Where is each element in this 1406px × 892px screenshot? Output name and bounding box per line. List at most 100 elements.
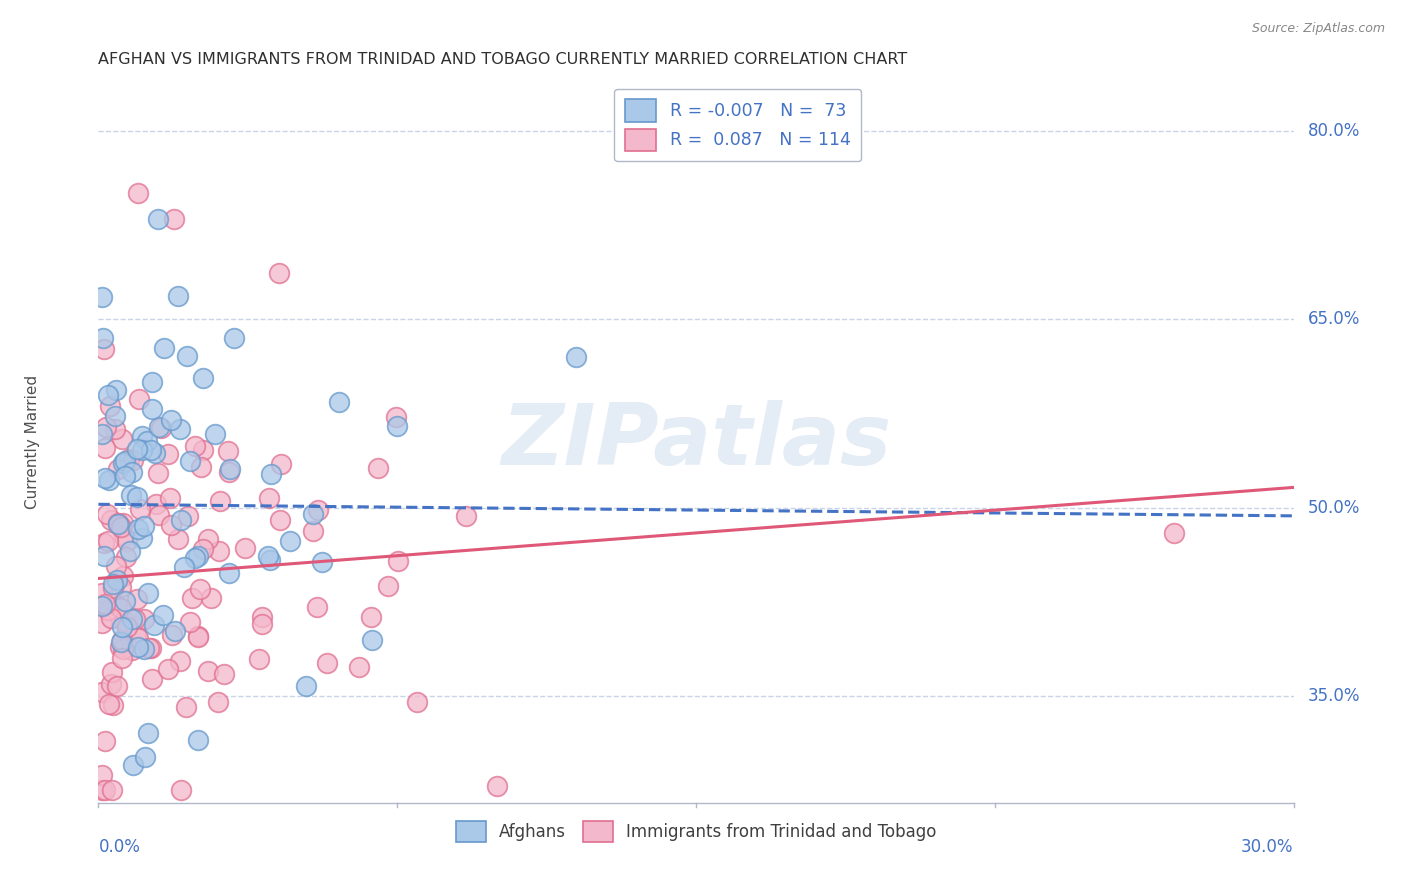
Point <box>301 524 323 538</box>
Point <box>111 457 134 471</box>
Point <box>191 442 214 457</box>
Point <box>91 684 114 698</box>
Point <box>142 617 165 632</box>
Point <box>127 523 149 537</box>
Point <box>145 445 167 459</box>
Point <box>565 350 588 364</box>
Point <box>149 420 172 434</box>
Point <box>385 418 409 433</box>
Point <box>107 516 129 530</box>
Point <box>112 614 135 628</box>
Point <box>94 783 117 797</box>
Point <box>127 640 149 655</box>
Point <box>111 632 134 647</box>
Point <box>141 376 163 390</box>
Point <box>97 388 120 402</box>
Point <box>104 559 127 574</box>
Point <box>456 508 478 523</box>
Point <box>131 442 153 457</box>
Point <box>105 679 128 693</box>
Point <box>110 520 132 534</box>
Point <box>177 509 200 524</box>
Point <box>101 581 124 595</box>
Point <box>97 603 120 617</box>
Point <box>111 651 134 665</box>
Point <box>121 612 143 626</box>
Point <box>165 624 187 639</box>
Point <box>110 580 132 594</box>
Point <box>349 659 371 673</box>
Point <box>179 453 201 467</box>
Point <box>159 491 181 505</box>
Point <box>110 620 132 634</box>
Point <box>135 434 157 448</box>
Point <box>176 349 198 363</box>
Point <box>104 422 127 436</box>
Point <box>91 615 114 630</box>
Point <box>100 513 122 527</box>
Point <box>107 516 129 531</box>
Point <box>187 549 209 563</box>
Point <box>188 582 211 597</box>
Point <box>118 451 141 466</box>
Point <box>267 266 290 280</box>
Point <box>97 697 120 711</box>
Point <box>112 516 135 530</box>
Point <box>120 487 142 501</box>
Point <box>259 553 281 567</box>
Point <box>104 383 127 397</box>
Point <box>170 513 193 527</box>
Point <box>141 641 163 656</box>
Point <box>207 695 229 709</box>
Point <box>121 465 143 479</box>
Point <box>94 420 117 434</box>
Legend: Afghans, Immigrants from Trinidad and Tobago: Afghans, Immigrants from Trinidad and To… <box>449 814 943 848</box>
Point <box>269 513 291 527</box>
Point <box>166 533 188 547</box>
Text: 50.0%: 50.0% <box>1308 499 1360 516</box>
Point <box>94 471 117 485</box>
Point <box>280 534 302 549</box>
Point <box>208 544 231 558</box>
Point <box>136 726 159 740</box>
Point <box>111 642 134 657</box>
Point <box>156 447 179 461</box>
Point <box>111 432 134 446</box>
Point <box>91 783 114 797</box>
Point <box>218 465 240 479</box>
Point <box>160 627 183 641</box>
Point <box>160 517 183 532</box>
Point <box>110 635 132 649</box>
Point <box>257 491 280 505</box>
Point <box>148 420 170 434</box>
Text: 35.0%: 35.0% <box>1308 687 1361 705</box>
Point <box>1163 525 1185 540</box>
Point <box>360 609 382 624</box>
Point <box>406 695 429 709</box>
Point <box>101 665 124 680</box>
Text: 30.0%: 30.0% <box>1241 838 1294 856</box>
Point <box>184 439 207 453</box>
Point <box>250 610 273 624</box>
Point <box>94 441 117 455</box>
Point <box>125 442 148 457</box>
Point <box>247 651 270 665</box>
Point <box>257 549 280 564</box>
Point <box>93 535 115 549</box>
Point <box>170 783 193 797</box>
Point <box>101 783 124 797</box>
Point <box>219 462 242 476</box>
Point <box>270 457 292 471</box>
Point <box>105 599 128 613</box>
Point <box>328 395 350 409</box>
Point <box>93 549 115 563</box>
Point <box>91 599 114 613</box>
Point <box>307 600 329 615</box>
Point <box>97 473 120 487</box>
Point <box>169 654 191 668</box>
Point <box>98 399 121 413</box>
Point <box>121 453 143 467</box>
Point <box>105 573 128 587</box>
Point <box>159 413 181 427</box>
Point <box>295 679 318 693</box>
